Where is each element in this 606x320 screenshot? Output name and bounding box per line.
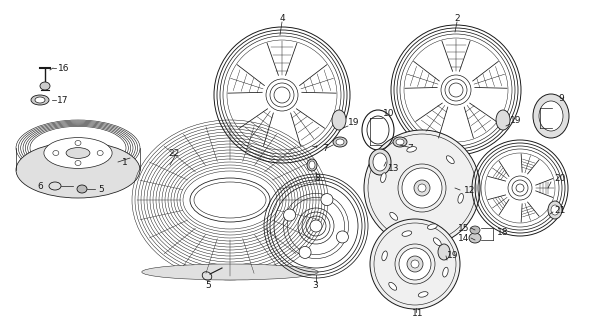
Text: 18: 18 <box>497 228 508 236</box>
Ellipse shape <box>389 282 397 290</box>
Ellipse shape <box>75 140 81 146</box>
Ellipse shape <box>447 156 454 164</box>
Ellipse shape <box>35 97 45 103</box>
Ellipse shape <box>496 110 510 130</box>
Ellipse shape <box>190 178 270 222</box>
Text: 12: 12 <box>464 186 475 195</box>
Ellipse shape <box>307 159 317 171</box>
Ellipse shape <box>53 150 59 156</box>
Ellipse shape <box>97 150 103 156</box>
Text: 16: 16 <box>58 63 70 73</box>
Ellipse shape <box>438 244 450 260</box>
Text: 7: 7 <box>322 143 328 153</box>
Ellipse shape <box>31 95 49 105</box>
Ellipse shape <box>411 260 419 268</box>
Ellipse shape <box>418 184 426 192</box>
Ellipse shape <box>533 94 569 138</box>
Text: 14: 14 <box>458 234 469 243</box>
Text: →: → <box>312 145 318 151</box>
Text: 6: 6 <box>37 181 43 190</box>
Ellipse shape <box>75 161 81 165</box>
Ellipse shape <box>396 139 404 145</box>
Ellipse shape <box>321 194 333 205</box>
Text: 5: 5 <box>98 185 104 194</box>
Text: 22: 22 <box>168 148 179 157</box>
Ellipse shape <box>333 137 347 147</box>
Ellipse shape <box>402 168 442 208</box>
Ellipse shape <box>66 148 90 158</box>
Ellipse shape <box>284 209 296 221</box>
Text: 15: 15 <box>458 223 469 233</box>
Ellipse shape <box>539 101 563 131</box>
Ellipse shape <box>16 142 140 198</box>
Text: 17: 17 <box>57 95 68 105</box>
Ellipse shape <box>77 185 87 193</box>
Text: 9: 9 <box>558 93 564 102</box>
Ellipse shape <box>40 82 50 90</box>
Ellipse shape <box>443 267 448 277</box>
Ellipse shape <box>548 201 562 219</box>
Text: 10: 10 <box>383 108 395 117</box>
Ellipse shape <box>458 194 464 203</box>
Ellipse shape <box>142 264 318 280</box>
Ellipse shape <box>402 231 411 236</box>
Ellipse shape <box>373 153 387 171</box>
Ellipse shape <box>433 238 441 246</box>
Text: 3: 3 <box>312 282 318 291</box>
Ellipse shape <box>407 256 423 272</box>
Ellipse shape <box>310 220 322 232</box>
Text: 2: 2 <box>454 13 459 22</box>
Ellipse shape <box>364 130 480 246</box>
Ellipse shape <box>336 139 344 145</box>
Text: 19: 19 <box>510 116 522 124</box>
Text: 8: 8 <box>314 173 320 182</box>
Text: 19: 19 <box>348 117 359 126</box>
Text: 13: 13 <box>388 164 399 172</box>
Ellipse shape <box>393 137 407 147</box>
Ellipse shape <box>336 231 348 243</box>
Ellipse shape <box>299 246 311 259</box>
Ellipse shape <box>551 205 559 215</box>
Ellipse shape <box>369 149 391 175</box>
Ellipse shape <box>407 147 416 152</box>
Ellipse shape <box>332 110 346 130</box>
Ellipse shape <box>381 173 386 182</box>
Ellipse shape <box>309 161 315 169</box>
Ellipse shape <box>470 226 480 234</box>
Text: 1: 1 <box>122 157 128 166</box>
Text: 5: 5 <box>205 281 211 290</box>
Ellipse shape <box>469 233 481 243</box>
Text: 11: 11 <box>412 309 424 318</box>
Text: 4: 4 <box>280 13 285 22</box>
Text: 7: 7 <box>407 143 413 153</box>
Ellipse shape <box>382 251 387 261</box>
Ellipse shape <box>399 248 431 280</box>
Ellipse shape <box>390 212 398 220</box>
Text: 19: 19 <box>447 252 459 260</box>
Text: 21: 21 <box>554 205 565 214</box>
Ellipse shape <box>427 224 437 229</box>
Ellipse shape <box>44 138 112 168</box>
Text: 20: 20 <box>554 173 565 182</box>
Ellipse shape <box>370 219 460 309</box>
Ellipse shape <box>418 292 428 297</box>
Ellipse shape <box>414 180 430 196</box>
